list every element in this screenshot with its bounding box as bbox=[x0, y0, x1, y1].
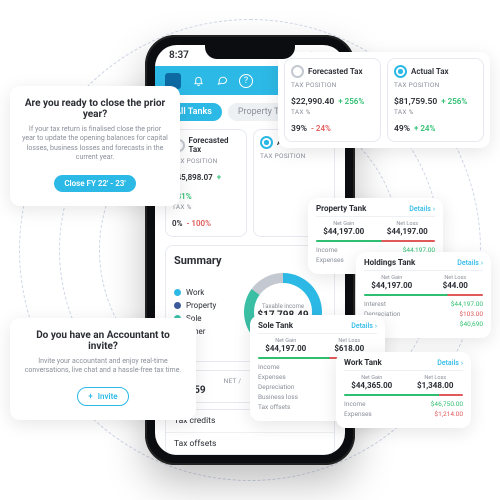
invite-title: Do you have an Accountant to invite? bbox=[22, 330, 184, 352]
phone-notch bbox=[205, 41, 295, 59]
details-link[interactable]: Details › bbox=[409, 205, 435, 213]
close-year-body: If your tax return is finalised close th… bbox=[22, 125, 168, 163]
tank-title: Work Tank bbox=[344, 358, 382, 367]
invite-button[interactable]: + Invite bbox=[77, 387, 128, 406]
summary-title: Summary bbox=[174, 254, 326, 267]
forecasted-ring-icon bbox=[291, 65, 304, 78]
chat-icon[interactable] bbox=[215, 74, 229, 88]
close-year-card: Are you ready to close the prior year? I… bbox=[10, 86, 180, 206]
plus-icon: + bbox=[88, 392, 92, 401]
chevron-right-icon: › bbox=[481, 259, 483, 267]
legend-item-work: Work bbox=[174, 288, 216, 297]
details-link[interactable]: Details › bbox=[351, 322, 377, 330]
tank-title: Property Tank bbox=[316, 204, 366, 213]
actual-ring-icon bbox=[260, 136, 273, 149]
invite-card: Do you have an Accountant to invite? Inv… bbox=[10, 318, 196, 420]
help-icon[interactable]: ? bbox=[239, 74, 253, 88]
chevron-right-icon: › bbox=[375, 322, 377, 330]
close-year-title: Are you ready to close the prior year? bbox=[22, 98, 168, 120]
rowlink-tax-offsets[interactable]: Tax offsets bbox=[166, 433, 334, 455]
pair-actual-card[interactable]: Actual Tax TAX POSITION $81,759.50 + 256… bbox=[387, 58, 484, 142]
close-year-button[interactable]: Close FY 22' - 23' bbox=[54, 175, 135, 192]
legend-item-property: Property bbox=[174, 301, 216, 310]
clock: 8:37 bbox=[169, 50, 189, 61]
tax-pair-card: Forecasted Tax TAX POSITION $22,990.40 +… bbox=[278, 52, 490, 148]
details-link[interactable]: Details › bbox=[437, 359, 463, 367]
actual-ring-icon bbox=[394, 65, 407, 78]
chevron-right-icon: › bbox=[461, 359, 463, 367]
chevron-right-icon: › bbox=[433, 205, 435, 213]
tank-title: Sole Tank bbox=[258, 321, 293, 330]
invite-body: Invite your accountant and enjoy real-ti… bbox=[22, 357, 184, 376]
details-link[interactable]: Details › bbox=[457, 259, 483, 267]
tank-title: Holdings Tank bbox=[364, 258, 415, 267]
pair-forecasted-card[interactable]: Forecasted Tax TAX POSITION $22,990.40 +… bbox=[284, 58, 381, 142]
work-tank-card[interactable]: Work Tank Details › Net Gain$44,365.00 N… bbox=[336, 352, 471, 428]
bell-icon[interactable] bbox=[191, 74, 205, 88]
